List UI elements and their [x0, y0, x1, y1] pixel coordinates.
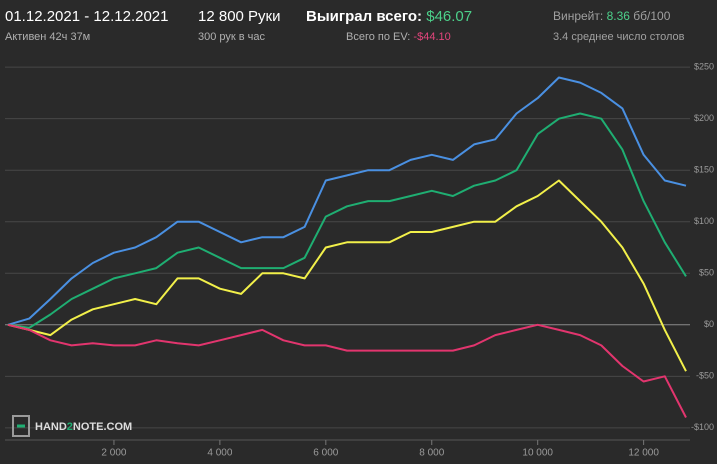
ev-label: Всего по EV:	[346, 31, 410, 43]
logo: HAND2NOTE.COM	[12, 415, 132, 437]
series-line	[7, 323, 687, 418]
x-tick-label: 10 000	[522, 448, 553, 459]
series-line	[7, 112, 687, 329]
tables-average: 3.4 среднее число столов	[553, 31, 685, 43]
hands: 12 800 Руки	[198, 8, 281, 25]
plot: $250 $200 $150 $100 $50 $0 -$50 -$100 2 000 4 000…	[5, 62, 714, 459]
series-line	[7, 179, 687, 372]
ev-value: -$44.10	[413, 31, 450, 43]
y-tick-label: $50	[699, 268, 714, 278]
logo-part: NOTE.COM	[73, 421, 132, 433]
logo-text: HAND2NOTE.COM	[35, 421, 132, 433]
y-tick-label: $150	[694, 165, 714, 175]
logo-part: 2	[67, 421, 73, 433]
y-tick-label: -$100	[691, 422, 714, 432]
x-tick-label: 12 000	[628, 448, 659, 459]
logo-icon	[12, 415, 30, 437]
y-tick-label: $200	[694, 113, 714, 123]
won-value: $46.07	[426, 8, 472, 25]
won-total: Выиграл всего: $46.07	[306, 8, 472, 25]
x-tick-label: 2 000	[101, 448, 126, 459]
y-tick-label: -$50	[696, 371, 714, 381]
logo-part: HAND	[35, 421, 67, 433]
active-time: Активен 42ч 37м	[5, 31, 90, 43]
winrate-value: 8.36	[607, 9, 631, 23]
winrate-unit: бб/100	[633, 9, 670, 23]
y-tick-label: $100	[694, 216, 714, 226]
x-tick-label: 4 000	[207, 448, 232, 459]
winrate-label: Винрейт:	[553, 9, 603, 23]
won-label: Выиграл всего:	[306, 8, 422, 25]
x-tick-label: 6 000	[313, 448, 338, 459]
y-tick-label: $0	[704, 319, 714, 329]
series-line	[7, 76, 687, 326]
ev-total: Всего по EV: -$44.10	[346, 31, 451, 43]
y-tick-label: $250	[694, 62, 714, 72]
period: 01.12.2021 - 12.12.2021	[5, 8, 168, 25]
winrate: Винрейт: 8.36 бб/100	[553, 9, 671, 23]
hands-rate: 300 рук в час	[198, 31, 266, 43]
x-tick-label: 8 000	[419, 448, 444, 459]
